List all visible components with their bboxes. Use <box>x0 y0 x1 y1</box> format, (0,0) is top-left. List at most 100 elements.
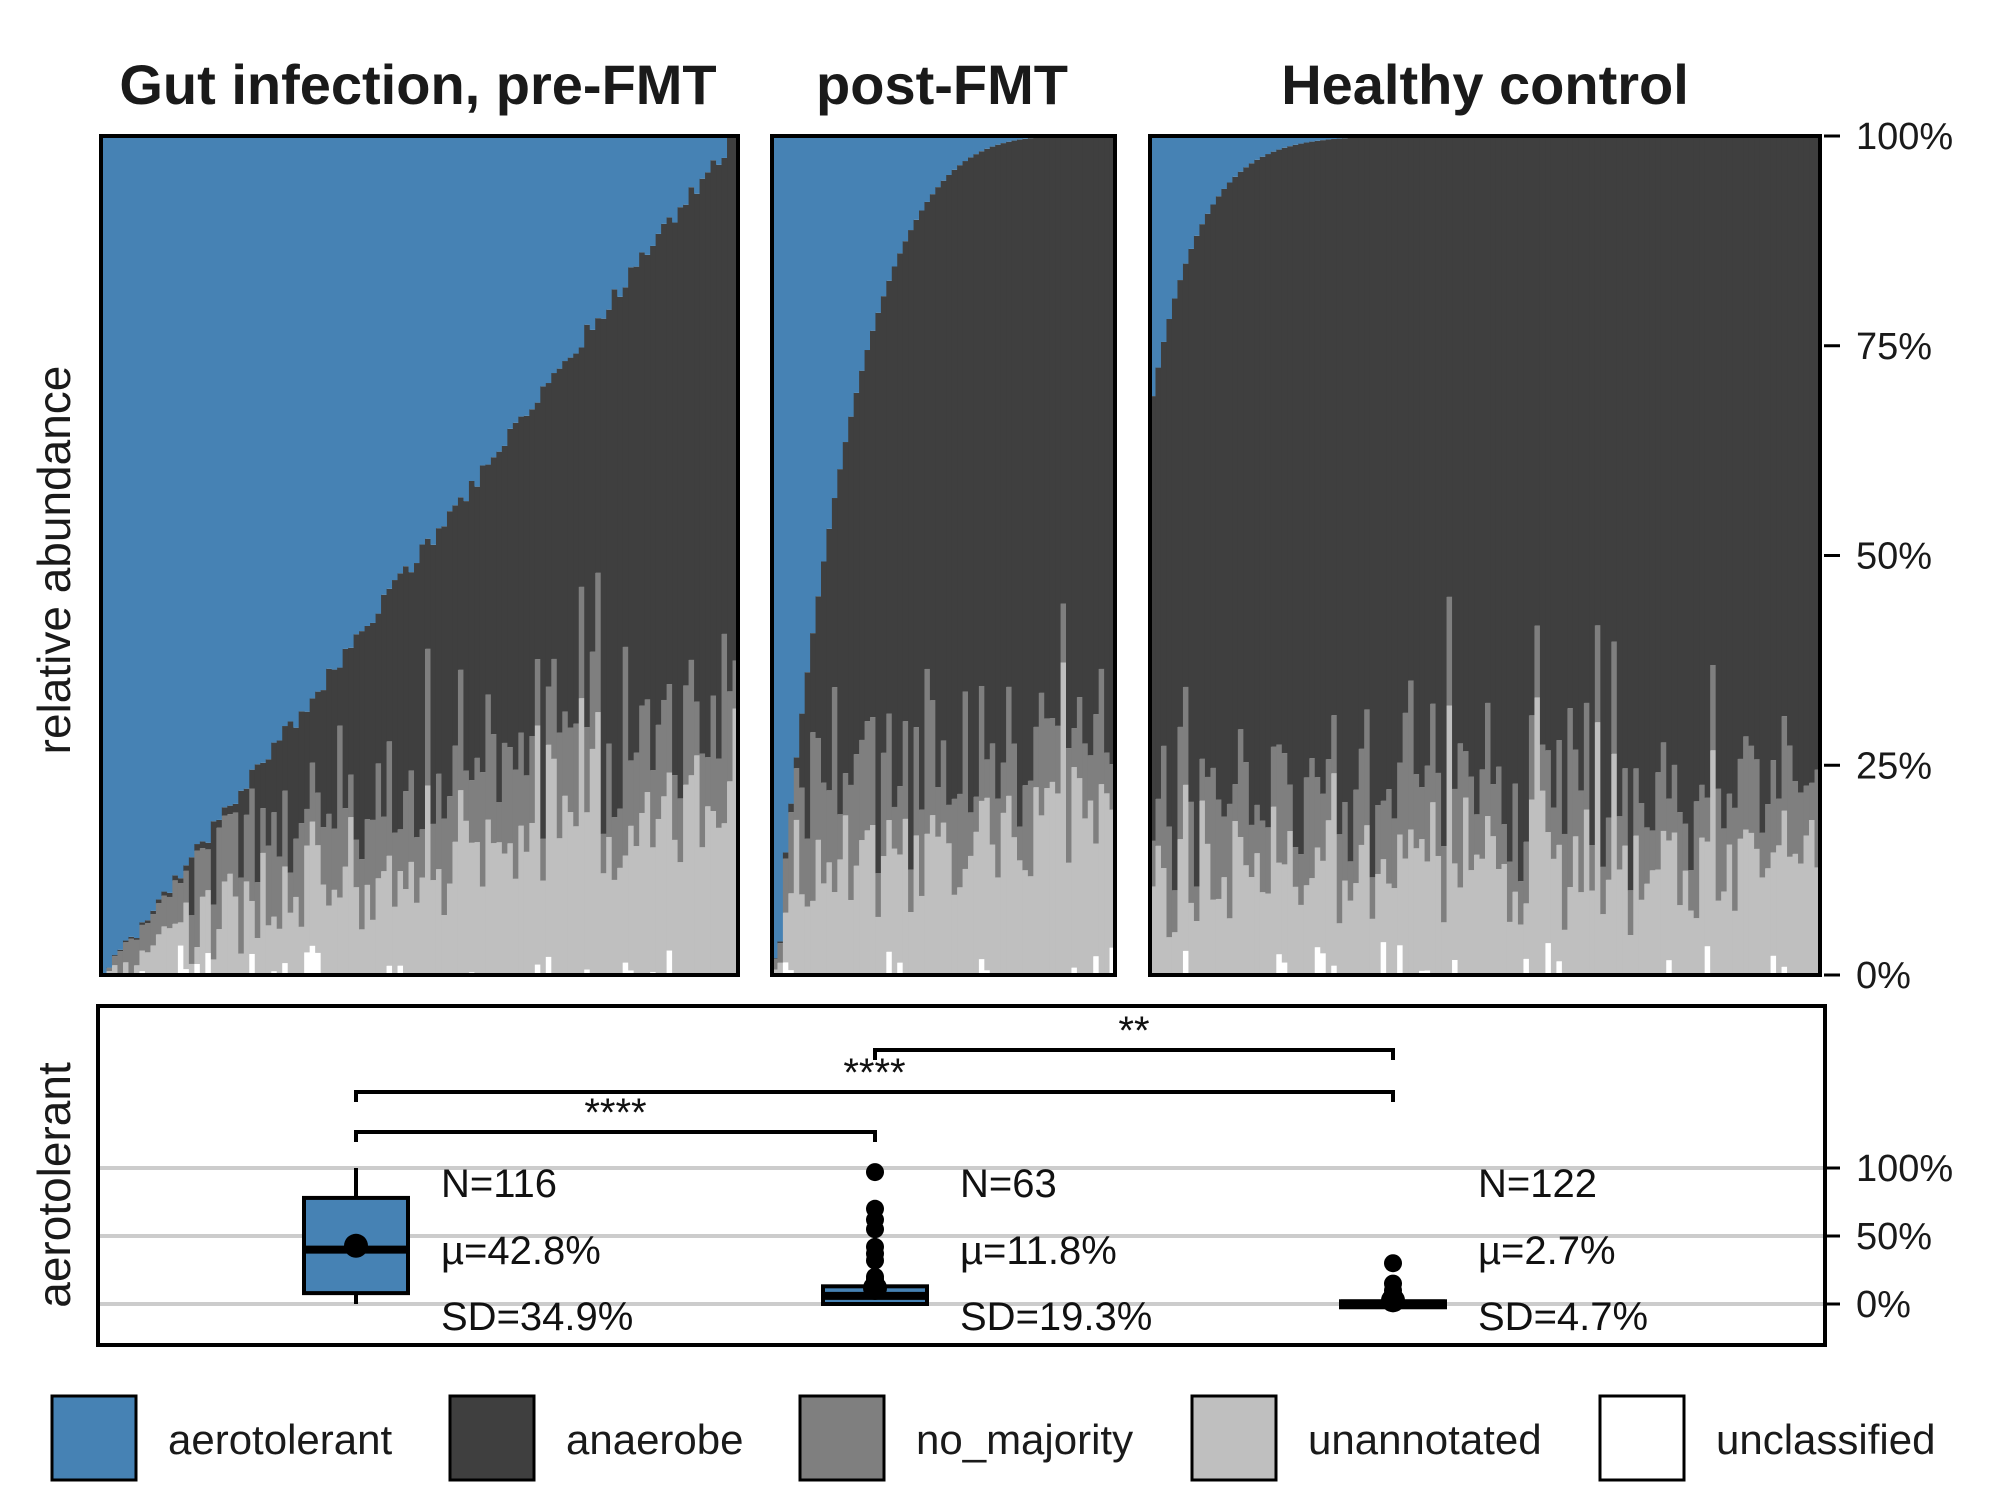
bar-segment-unannotated <box>1270 806 1277 975</box>
bar-segment-unannotated <box>727 781 734 975</box>
bar-segment-unannotated <box>1248 877 1255 975</box>
bar-segment-aerotolerant <box>929 136 936 195</box>
bar-segment-aerotolerant <box>1248 136 1255 164</box>
bar-segment-no_majority <box>639 705 646 813</box>
bar-segment-aerotolerant <box>1281 136 1288 148</box>
bar-segment-unclassified <box>897 962 904 975</box>
bar-segment-unannotated <box>276 928 283 975</box>
bar-segment-no_majority <box>540 838 547 881</box>
bar-segment-no_majority <box>859 739 866 841</box>
bar-segment-unannotated <box>1495 868 1503 975</box>
bar-segment-no_majority <box>1710 664 1717 751</box>
box-stat-sd: SD=34.9% <box>441 1295 633 1339</box>
bar-segment-anaerobe <box>463 501 470 771</box>
facet-border <box>99 134 740 977</box>
bar-segment-unannotated <box>1655 869 1662 975</box>
bar-segment-anaerobe <box>1517 137 1525 882</box>
bar-segment-unannotated <box>1155 845 1162 975</box>
bar-segment-aerotolerant <box>908 136 915 231</box>
bar-segment-unannotated <box>611 879 618 975</box>
bar-segment-anaerobe <box>1594 136 1601 626</box>
bar-segment-unannotated <box>1435 855 1442 975</box>
bar-segment-unannotated <box>688 775 695 975</box>
bar-segment-aerotolerant <box>677 136 684 208</box>
bar-segment-unannotated <box>694 755 701 975</box>
bar-segment-no_majority <box>788 812 795 894</box>
bar-segment-anaerobe <box>924 201 931 669</box>
bar-segment-unannotated <box>1715 900 1722 975</box>
bar-segment-aerotolerant <box>210 136 217 822</box>
bar-segment-no_majority <box>133 939 141 966</box>
bar-segment-no_majority <box>1814 769 1821 868</box>
bar-segment-aerotolerant <box>821 136 828 562</box>
bar-segment-unannotated <box>782 912 789 963</box>
bar-segment-unclassified <box>177 945 184 975</box>
bar-segment-anaerobe <box>1380 137 1387 801</box>
bar-segment-anaerobe <box>238 790 245 878</box>
bar-segment-unannotated <box>381 871 388 975</box>
bar-segment-unannotated <box>1166 937 1173 975</box>
bar-segment-aerotolerant <box>1150 136 1157 397</box>
bar-segment-aerotolerant <box>617 136 624 297</box>
bar-segment-unannotated <box>177 922 184 946</box>
bar-segment-unannotated <box>441 915 448 975</box>
bar-segment-anaerobe <box>1303 142 1310 778</box>
bar-segment-unannotated <box>435 869 443 975</box>
bar-segment-no_majority <box>161 895 168 927</box>
bar-segment-anaerobe <box>815 596 822 738</box>
bar-segment-no_majority <box>1539 744 1547 791</box>
bar-segment-unclassified <box>315 952 322 975</box>
bar-segment-anaerobe <box>1006 141 1013 687</box>
bar-segment-aerotolerant <box>672 136 679 223</box>
bar-segment-unannotated <box>1232 821 1239 975</box>
bar-segment-anaerobe <box>940 180 947 741</box>
bar-segment-unannotated <box>1259 892 1266 975</box>
bar-segment-unannotated <box>1022 870 1029 975</box>
bar-segment-unannotated <box>348 817 355 975</box>
bar-segment-aerotolerant <box>1270 136 1277 152</box>
bar-segment-aerotolerant <box>370 136 377 623</box>
bar-segment-aerotolerant <box>106 136 113 968</box>
bar-segment-aerotolerant <box>188 136 195 858</box>
bar-segment-anaerobe <box>1583 136 1590 703</box>
legend-label-anaerobe: anaerobe <box>566 1416 744 1463</box>
bar-segment-anaerobe <box>424 538 432 649</box>
bar-segment-unannotated <box>984 797 991 971</box>
bar-segment-anaerobe <box>1082 136 1089 744</box>
bar-segment-aerotolerant <box>507 136 514 429</box>
bar-segment-anaerobe <box>908 230 915 870</box>
bar-segment-anaerobe <box>144 920 152 924</box>
bar-segment-no_majority <box>1781 716 1788 811</box>
bar-segment-aerotolerant <box>804 136 811 673</box>
bar-segment-anaerobe <box>1479 137 1486 770</box>
bar-segment-anaerobe <box>853 392 860 755</box>
bar-segment-anaerobe <box>370 622 377 820</box>
bar-segment-unannotated <box>490 843 497 975</box>
bar-segment-aerotolerant <box>946 136 953 175</box>
bar-segment-anaerobe <box>611 289 618 818</box>
bar-segment-unannotated <box>512 878 519 975</box>
bar-segment-anaerobe <box>929 194 936 701</box>
bar-segment-unannotated <box>962 868 969 975</box>
bar-segment-no_majority <box>326 813 333 906</box>
bar-segment-unannotated <box>705 806 712 975</box>
bar-segment-unannotated <box>260 852 267 975</box>
bar-segment-unannotated <box>238 953 245 975</box>
bar-segment-anaerobe <box>727 136 734 692</box>
bar-segment-no_majority <box>1578 790 1585 893</box>
bar-segment-unannotated <box>1479 858 1486 975</box>
significance-bracket <box>354 1130 877 1142</box>
bar-segment-no_majority <box>1495 766 1503 869</box>
bar-segment-aerotolerant <box>1232 136 1239 177</box>
bar-segment-unclassified <box>309 945 316 975</box>
bar-segment-no_majority <box>595 572 602 713</box>
bar-segment-no_majority <box>1060 603 1067 663</box>
bar-segment-unannotated <box>452 841 459 975</box>
bar-segment-no_majority <box>1309 758 1316 879</box>
bar-segment-aerotolerant <box>1171 136 1179 299</box>
bar-segment-unannotated <box>1506 921 1514 975</box>
boxplot-panel: 0% 50% 100% N=116 µ=42.8% SD=34.9% N=63 µ=11.8%… <box>96 1004 1953 1347</box>
bar-segment-unannotated <box>683 784 690 975</box>
bar-segment-no_majority <box>337 725 344 898</box>
bar-segment-aerotolerant <box>826 136 833 529</box>
